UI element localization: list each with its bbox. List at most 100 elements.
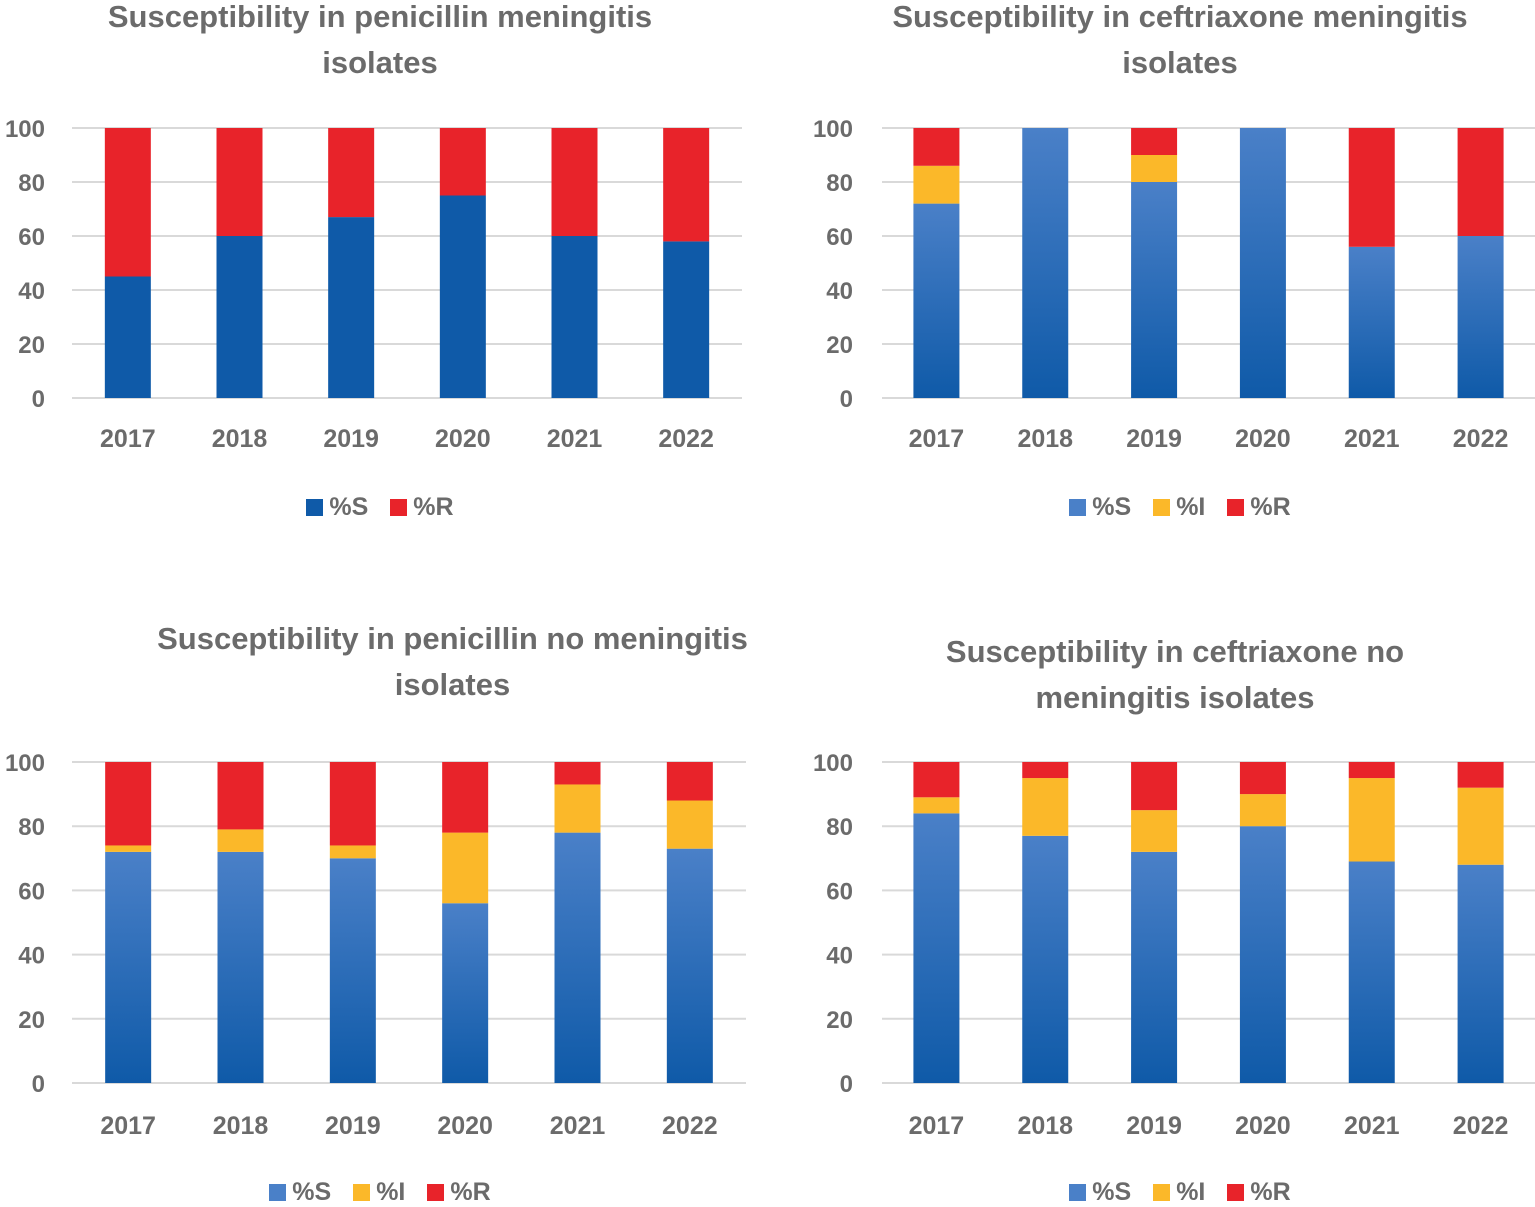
x-tick-label: 2022 xyxy=(1453,425,1509,453)
legend-swatch xyxy=(1227,1184,1245,1201)
bar-segment-i xyxy=(329,845,376,859)
x-tick-label: 2019 xyxy=(323,425,379,453)
legend-swatch xyxy=(1227,499,1245,516)
legend-label: %R xyxy=(450,1178,491,1206)
bar-segment-r xyxy=(217,762,264,830)
chart-title-line-2: isolates xyxy=(322,45,438,80)
y-tick-label: 20 xyxy=(18,1007,45,1034)
bar-segment-i xyxy=(913,165,960,204)
bar-segment-s xyxy=(1457,864,1504,1083)
legend-swatch xyxy=(1153,1184,1171,1201)
y-tick-label: 40 xyxy=(18,278,45,305)
x-tick-label: 2018 xyxy=(1017,425,1073,453)
legend-label: %R xyxy=(1250,1178,1291,1206)
legend-item: %I xyxy=(1153,1178,1205,1207)
x-tick-label: 2017 xyxy=(100,1112,156,1140)
legend-item: %R xyxy=(1227,493,1291,522)
bar-segment-s xyxy=(913,813,960,1083)
x-tick-label: 2021 xyxy=(547,425,603,453)
bar-segment-s xyxy=(663,241,710,398)
legend-item: %S xyxy=(269,1178,331,1207)
y-tick-label: 100 xyxy=(5,116,45,143)
bar-segment-i xyxy=(1022,778,1069,836)
bar-segment-s xyxy=(1131,182,1178,398)
y-tick-label: 40 xyxy=(18,943,45,970)
chart-title: Susceptibility in ceftriaxone meningitis… xyxy=(775,0,1535,86)
legend-swatch xyxy=(427,1184,445,1201)
y-tick-label: 0 xyxy=(840,386,853,413)
y-tick-label: 80 xyxy=(18,170,45,197)
legend-label: %S xyxy=(1092,493,1132,521)
x-tick-label: 2018 xyxy=(212,425,268,453)
legend-item: %R xyxy=(1227,1178,1291,1207)
legend-swatch xyxy=(1069,1184,1087,1201)
legend-label: %R xyxy=(413,493,454,521)
x-tick-label: 2018 xyxy=(1017,1112,1073,1140)
bar-segment-s xyxy=(554,832,601,1083)
chart-legend: %S %I %R xyxy=(775,493,1535,522)
bar-segment-s xyxy=(1239,826,1286,1083)
bar-segment-s xyxy=(329,858,376,1083)
bar-segment-r xyxy=(216,128,263,236)
bar-segment-r xyxy=(1022,762,1069,779)
legend-swatch xyxy=(1153,499,1171,516)
x-tick-label: 2022 xyxy=(662,1112,718,1140)
plot-area: 0 20 40 60 80 100 2017 2018 2019 2020 2021 2022 xyxy=(813,750,1535,1140)
chart-legend: %S %R xyxy=(0,493,760,522)
y-tick-label: 60 xyxy=(826,224,853,251)
bar-segment-r xyxy=(551,128,598,236)
y-tick-label: 100 xyxy=(813,116,853,143)
x-tick-label: 2019 xyxy=(1126,425,1182,453)
legend-label: %S xyxy=(1092,1178,1132,1206)
bar-segment-r xyxy=(1131,762,1178,811)
bar-segment-i xyxy=(1457,787,1504,865)
y-tick-label: 40 xyxy=(826,943,853,970)
y-tick-label: 100 xyxy=(813,750,853,777)
x-tick-label: 2021 xyxy=(1344,1112,1400,1140)
legend-label: %I xyxy=(376,1178,406,1206)
y-tick-label: 20 xyxy=(826,1007,853,1034)
bar-segment-s xyxy=(1239,128,1286,398)
chart-legend: %S %I %R xyxy=(0,1178,760,1207)
bar-segment-r xyxy=(663,128,710,242)
bar-segment-r xyxy=(105,762,152,846)
bar-segment-r xyxy=(1457,762,1504,788)
plot-area: 0 20 40 60 80 100 2017 2018 2019 2020 2021 2022 xyxy=(813,116,1535,453)
legend-label: %S xyxy=(292,1178,332,1206)
bar-segment-s xyxy=(217,851,264,1083)
chart-title: Susceptibility in penicillin meningitis … xyxy=(0,0,760,86)
bar-segment-s xyxy=(216,236,263,398)
bar-segment-i xyxy=(442,832,489,904)
legend-item: %S xyxy=(1069,493,1131,522)
chart-title-line-2: isolates xyxy=(394,667,511,702)
bar-segment-i xyxy=(666,800,713,849)
x-tick-label: 2017 xyxy=(909,1112,965,1140)
y-tick-label: 40 xyxy=(826,278,853,305)
bar-segment-s xyxy=(1348,861,1395,1083)
chart-title-line-2: isolates xyxy=(1122,45,1238,80)
x-tick-label: 2022 xyxy=(1453,1112,1509,1140)
chart-title-line-1: Susceptibility in penicillin no meningit… xyxy=(157,621,748,656)
plot-area: 0 20 40 60 80 100 2017 2018 2019 2020 2021 2022 xyxy=(5,116,742,453)
chart-penicillin-no-meningitis: Susceptibility in penicillin no meningit… xyxy=(0,610,760,1206)
y-tick-label: 20 xyxy=(18,332,45,359)
bar-segment-i xyxy=(1131,155,1178,182)
bar-segment-s xyxy=(1348,246,1395,398)
y-tick-label: 60 xyxy=(18,224,45,251)
bar-segment-r xyxy=(913,128,960,166)
chart-penicillin-meningitis: Susceptibility in penicillin meningitis … xyxy=(0,0,760,560)
x-tick-label: 2017 xyxy=(100,425,156,453)
bar-segment-s xyxy=(1457,236,1504,398)
bar-segment-r xyxy=(666,762,713,801)
chart-title-line-1: Susceptibility in ceftriaxone no xyxy=(945,634,1405,669)
y-tick-label: 80 xyxy=(826,170,853,197)
bar-segment-r xyxy=(1348,762,1395,779)
bar-segment-r xyxy=(1239,762,1286,795)
bar-segment-s xyxy=(105,851,152,1083)
bar-segment-i xyxy=(1131,810,1178,852)
chart-ceftriaxone-meningitis: Susceptibility in ceftriaxone meningitis… xyxy=(775,0,1535,560)
chart-title-line-1: Susceptibility in penicillin meningitis xyxy=(107,0,653,34)
bar-segment-s xyxy=(913,203,960,398)
x-tick-label: 2019 xyxy=(325,1112,381,1140)
y-tick-label: 80 xyxy=(18,814,45,841)
